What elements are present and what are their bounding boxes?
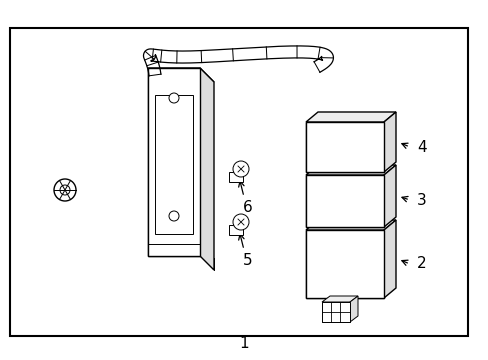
Bar xyxy=(305,175,383,227)
Polygon shape xyxy=(321,296,357,302)
Text: 6: 6 xyxy=(243,200,252,215)
Circle shape xyxy=(169,211,179,221)
Bar xyxy=(228,172,243,182)
Circle shape xyxy=(54,179,76,201)
Circle shape xyxy=(169,93,179,103)
Circle shape xyxy=(232,214,248,230)
Bar xyxy=(305,230,383,298)
Bar xyxy=(321,302,349,322)
Bar xyxy=(305,230,383,298)
Polygon shape xyxy=(305,112,395,122)
Bar xyxy=(148,68,200,256)
Polygon shape xyxy=(383,112,395,172)
Polygon shape xyxy=(305,220,395,230)
Bar xyxy=(305,122,383,172)
Polygon shape xyxy=(383,220,395,298)
Bar xyxy=(305,122,383,172)
Bar xyxy=(228,225,243,235)
Bar xyxy=(155,95,193,234)
Circle shape xyxy=(60,185,70,195)
Polygon shape xyxy=(349,296,357,322)
Circle shape xyxy=(232,161,248,177)
Text: 3: 3 xyxy=(416,193,426,207)
Bar xyxy=(10,28,467,336)
Text: 4: 4 xyxy=(416,140,426,154)
Polygon shape xyxy=(383,165,395,227)
Text: 1: 1 xyxy=(239,337,248,351)
Text: 2: 2 xyxy=(416,256,426,271)
Text: 5: 5 xyxy=(243,253,252,268)
Bar xyxy=(321,302,349,322)
Polygon shape xyxy=(148,68,214,82)
Polygon shape xyxy=(305,165,395,175)
Polygon shape xyxy=(200,68,214,270)
Bar xyxy=(305,175,383,227)
Bar xyxy=(148,68,200,256)
